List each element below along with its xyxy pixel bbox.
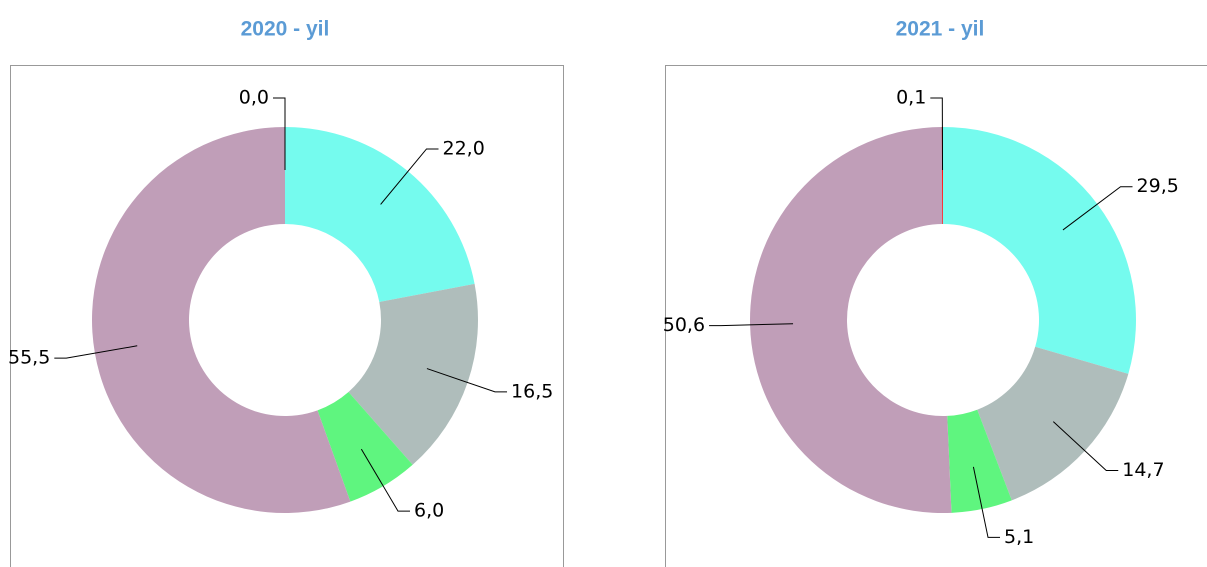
leader-line xyxy=(273,97,286,170)
data-label: 0,0 xyxy=(239,87,269,109)
chart-frame xyxy=(10,65,564,567)
donut-slice xyxy=(977,346,1129,501)
leader-line xyxy=(930,97,944,171)
donut-slice xyxy=(317,392,413,502)
data-label: 50,6 xyxy=(663,314,705,336)
donut-slice xyxy=(947,409,1012,513)
data-label: 5,1 xyxy=(1004,526,1034,548)
data-label: 14,7 xyxy=(1122,459,1164,481)
chart-title: 2021 - yil xyxy=(896,18,985,41)
donut-slice xyxy=(91,127,351,514)
chart-frame xyxy=(665,65,1207,567)
donut-slice xyxy=(943,127,1136,374)
leader-line xyxy=(1052,421,1119,471)
data-label: 0,1 xyxy=(896,87,926,109)
leader-line xyxy=(380,148,439,205)
donut-slice xyxy=(750,127,952,513)
donut-slice xyxy=(285,127,475,303)
leader-line xyxy=(1062,186,1133,231)
leader-line xyxy=(426,368,508,393)
leader-line xyxy=(54,345,138,359)
data-label: 22,0 xyxy=(443,137,485,159)
data-label: 6,0 xyxy=(414,500,444,522)
chart-title: 2020 - yil xyxy=(241,18,330,41)
data-label: 16,5 xyxy=(511,380,553,402)
data-label: 55,5 xyxy=(8,347,50,369)
leader-line xyxy=(709,323,794,327)
leader-line xyxy=(972,466,1001,538)
data-label: 29,5 xyxy=(1137,175,1179,197)
donut-slice xyxy=(348,283,478,465)
leader-line xyxy=(360,448,411,512)
